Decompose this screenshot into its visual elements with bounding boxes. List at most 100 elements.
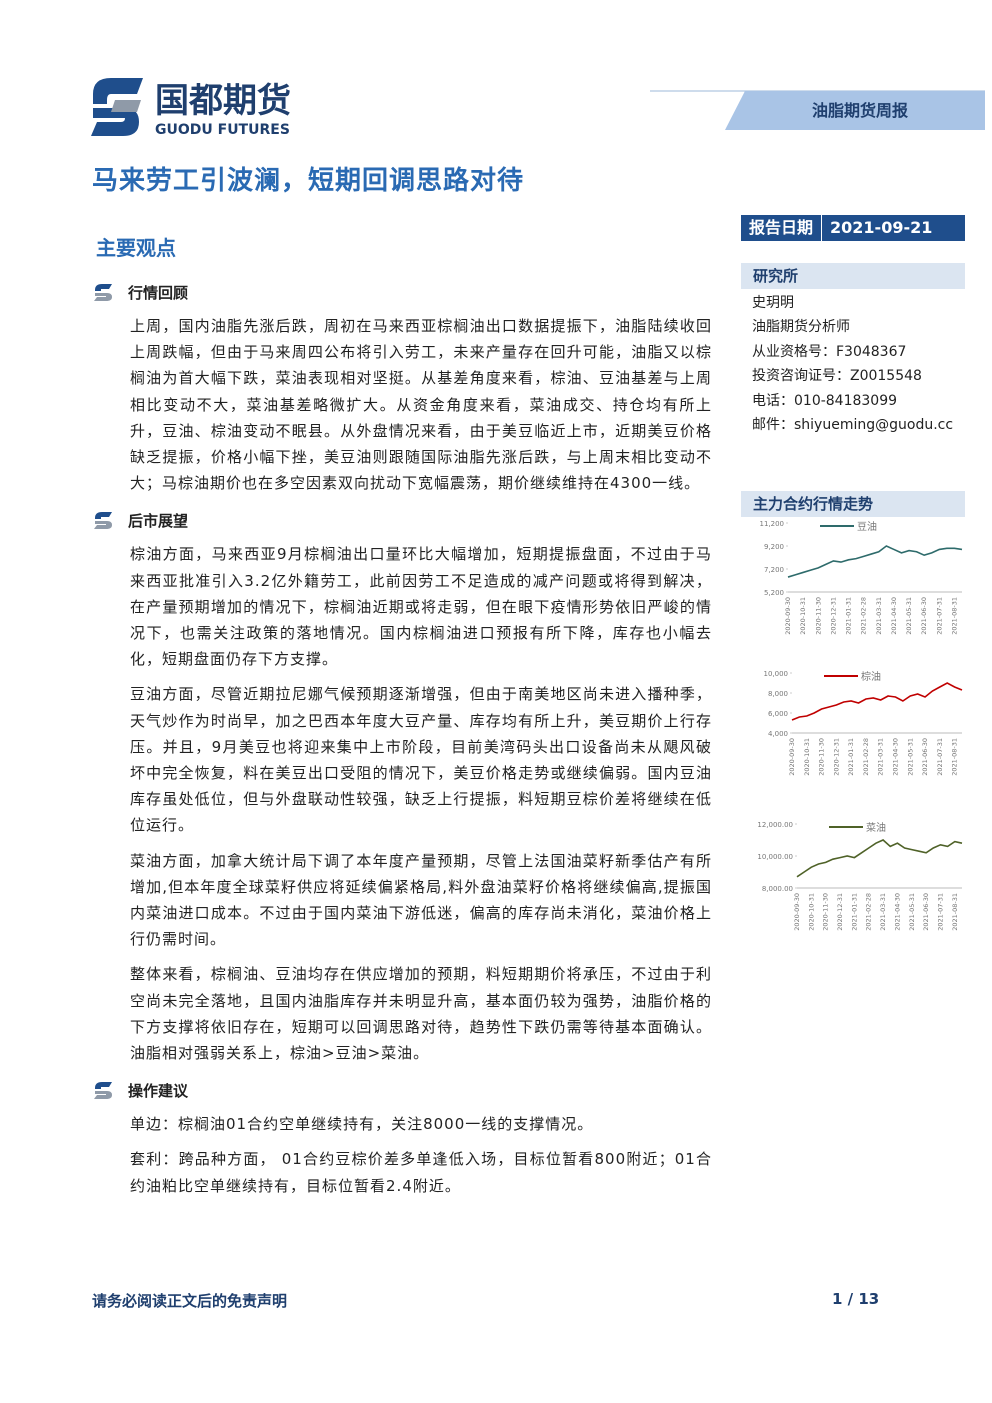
x-tick-label: 2020-09-30 — [793, 893, 801, 931]
line-series — [787, 545, 963, 578]
x-tick-label: 2021-05-31 — [905, 597, 913, 635]
legend-label: 豆油 — [857, 520, 877, 533]
section-icon — [94, 284, 112, 301]
x-tick-label: 2020-09-30 — [788, 738, 796, 776]
logo-en: GUODU FUTURES — [155, 122, 290, 138]
x-tick-label: 2020-10-31 — [807, 893, 815, 931]
x-tick-label: 2021-06-30 — [920, 597, 928, 635]
page-number: 1 / 13 — [832, 1290, 880, 1308]
section-heading: 行情回顾 — [92, 277, 712, 307]
x-tick-label: 2021-04-30 — [891, 738, 899, 776]
icon-shape — [94, 1091, 112, 1100]
y-tick-label: 10,000 — [764, 670, 789, 678]
department: 研究所 — [741, 263, 965, 289]
y-tick-label: 7,200 — [764, 566, 784, 574]
x-tick-label: 2021-07-31 — [936, 738, 944, 776]
x-tick-label: 2021-06-30 — [922, 893, 930, 931]
x-tick-label: 2020-09-30 — [784, 597, 792, 635]
main-content: 主要观点 行情回顾上周，国内油脂先涨后跌，周初在马来西亚棕榈油出口数据提振下，油… — [92, 232, 712, 1208]
logo-mark — [91, 108, 139, 136]
section-title: 行情回顾 — [128, 283, 189, 302]
x-tick-label: 2021-02-28 — [862, 738, 870, 776]
icon-shape — [94, 521, 112, 530]
x-tick-label: 2020-12-31 — [832, 738, 840, 776]
chart: 4,000 6,000 8,000 10,000 2020-09-30 2020-10-3… — [764, 670, 963, 776]
x-tick-label: 2020-10-31 — [799, 597, 807, 635]
section-title: 后市展望 — [128, 511, 189, 530]
paragraph: 整体来看，棕榈油、豆油均存在供应增加的预期，料短期期价将承压，不过由于利空尚未完… — [130, 965, 712, 1063]
x-tick-label: 2021-01-31 — [845, 597, 853, 635]
x-tick-label: 2021-08-31 — [951, 738, 959, 776]
y-tick-label: 5,200 — [764, 589, 784, 597]
analyst-line: 邮件：shiyueming@guodu.cc — [752, 417, 954, 434]
main-heading: 主要观点 — [96, 236, 176, 260]
icon-shape — [95, 284, 112, 291]
report-date: 报告日期 2021-09-21 — [741, 215, 965, 241]
legend-label: 菜油 — [866, 821, 886, 834]
paragraph: 套利：跨品种方面， 01合约豆棕价差多单逢低入场，目标位暂看800附近；01合约… — [130, 1150, 712, 1195]
x-tick-label: 2020-10-31 — [803, 738, 811, 776]
report-type: 油脂期货周报 — [812, 101, 908, 120]
paragraph: 棕油方面，马来西亚9月棕榈油出口量环比大幅增加，短期提振盘面，不过由于马来西亚批… — [130, 545, 712, 669]
x-tick-label: 2020-11-30 — [818, 738, 826, 776]
legend-label: 棕油 — [861, 670, 881, 683]
y-tick-label: 8,000.00 — [762, 885, 793, 893]
y-tick-label: 6,000 — [768, 710, 788, 718]
paragraph: 上周，国内油脂先涨后跌，周初在马来西亚棕榈油出口数据提振下，油脂陆续收回上周跌幅… — [130, 317, 712, 493]
x-tick-label: 2021-03-31 — [875, 597, 883, 635]
x-tick-label: 2021-05-31 — [906, 738, 914, 776]
x-tick-label: 2021-08-31 — [950, 597, 958, 635]
paragraph: 单边：棕榈油01合约空单继续持有，关注8000一线的支撑情况。 — [130, 1115, 594, 1134]
x-tick-label: 2021-04-30 — [893, 893, 901, 931]
chart: 5,200 7,200 9,200 11,200 2020-09-30 2020-10-3… — [760, 520, 963, 635]
date-label: 报告日期 — [749, 218, 814, 237]
paragraph: 菜油方面，加拿大统计局下调了本年度产量预期，尽管上法国油菜籽新季估产有所增加,但… — [130, 851, 712, 949]
x-tick-label: 2021-07-31 — [936, 893, 944, 931]
x-tick-label: 2021-03-31 — [877, 738, 885, 776]
section-icon — [94, 1082, 112, 1100]
disclaimer: 请务必阅读正文后的免责声明 — [92, 1292, 288, 1310]
x-tick-label: 2020-11-30 — [822, 893, 830, 931]
x-tick-label: 2021-08-31 — [951, 893, 959, 931]
y-tick-label: 12,000.00 — [757, 821, 793, 829]
analyst-line: 电话：010-84183099 — [752, 392, 898, 409]
x-tick-label: 2021-04-30 — [890, 597, 898, 635]
x-tick-label: 2021-01-31 — [850, 893, 858, 931]
banner-shape — [725, 91, 985, 130]
chart: 8,000.00 10,000.00 12,000.00 2020-09-30 2020… — [757, 821, 963, 931]
icon-shape — [95, 1082, 112, 1090]
icon-shape — [95, 512, 112, 520]
paragraph: 豆油方面，尽管近期拉尼娜气候预期逐渐增强，但由于南美地区尚未进入播种季，天气炒作… — [130, 685, 712, 835]
x-tick-label: 2020-11-30 — [814, 597, 822, 635]
report-type-banner: 油脂期货周报 — [650, 90, 985, 130]
x-tick-label: 2020-12-31 — [836, 893, 844, 931]
logo: 国都期货 GUODU FUTURES — [91, 78, 291, 138]
analyst-line: 史玥明 — [752, 295, 794, 311]
icon-shape — [94, 293, 112, 301]
logo-cn: 国都期货 — [155, 81, 291, 121]
x-tick-label: 2020-12-31 — [829, 597, 837, 635]
y-tick-label: 11,200 — [760, 520, 785, 528]
sections: 行情回顾上周，国内油脂先涨后跌，周初在马来西亚棕榈油出口数据提振下，油脂陆续收回… — [92, 277, 712, 1199]
analyst-line: 从业资格号：F3048367 — [752, 343, 907, 360]
line-series — [791, 682, 963, 721]
x-tick-label: 2021-03-31 — [879, 893, 887, 931]
date-value: 2021-09-21 — [821, 215, 940, 241]
x-tick-label: 2021-02-28 — [860, 597, 868, 635]
x-tick-label: 2021-02-28 — [865, 893, 873, 931]
section-heading: 后市展望 — [92, 505, 712, 535]
chart-section-title: 主力合约行情走势 — [741, 491, 965, 517]
section-heading: 操作建议 — [92, 1075, 712, 1105]
title: 马来劳工引波澜，短期回调思路对待 — [92, 166, 525, 196]
analyst-line: 油脂期货分析师 — [752, 319, 850, 336]
y-tick-label: 4,000 — [768, 730, 788, 738]
line-series — [796, 839, 963, 878]
y-tick-label: 10,000.00 — [757, 853, 793, 861]
y-tick-label: 9,200 — [764, 543, 784, 551]
analyst-line: 投资咨询证号：Z0015548 — [752, 368, 922, 385]
y-tick-label: 8,000 — [768, 690, 788, 698]
section: 后市展望棕油方面，马来西亚9月棕榈油出口量环比大幅增加，短期提振盘面，不过由于马… — [92, 505, 712, 1066]
logo-mark — [111, 100, 141, 112]
x-tick-label: 2021-01-31 — [847, 738, 855, 776]
